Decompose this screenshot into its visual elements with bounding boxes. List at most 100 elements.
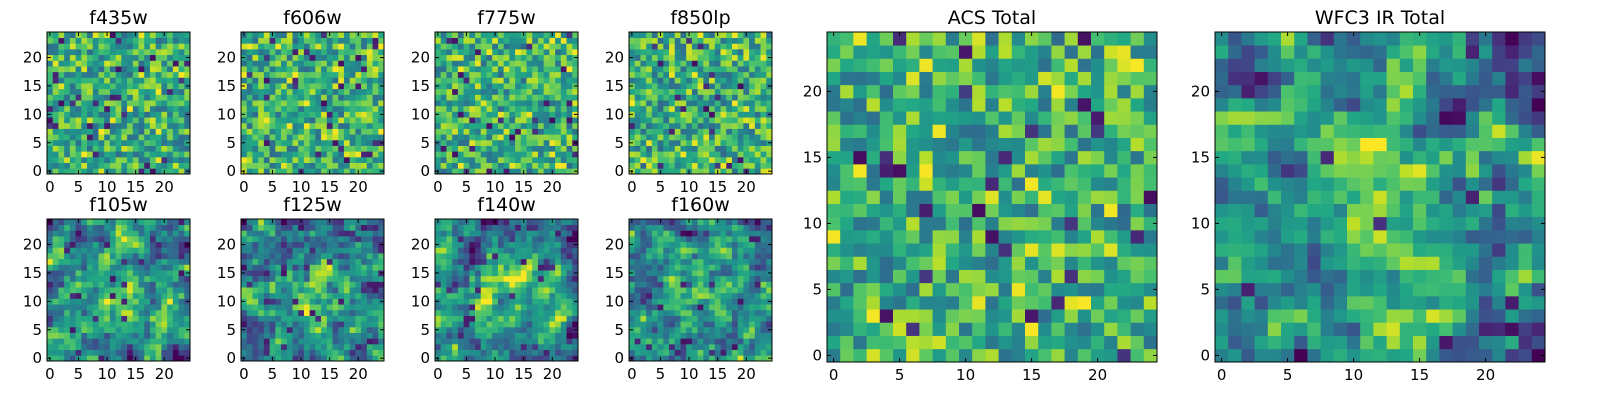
heatmap-cell bbox=[737, 151, 744, 158]
heatmap-cell bbox=[503, 168, 510, 175]
heatmap-cell bbox=[184, 304, 191, 311]
heatmap-cell bbox=[92, 298, 99, 305]
heatmap-cell bbox=[149, 105, 157, 112]
heatmap-cell bbox=[520, 258, 527, 265]
heatmap-cell bbox=[566, 168, 573, 175]
heatmap-cell bbox=[686, 134, 693, 141]
heatmap-cell bbox=[737, 315, 744, 322]
heatmap-cell bbox=[503, 122, 510, 129]
heatmap-cell bbox=[138, 292, 145, 299]
heatmap-cell bbox=[480, 338, 487, 345]
heatmap-cell bbox=[281, 32, 288, 39]
heatmap-cell bbox=[349, 37, 356, 44]
heatmap-cell bbox=[674, 49, 681, 56]
heatmap-cell bbox=[246, 43, 253, 50]
heatmap-cell bbox=[366, 309, 373, 316]
heatmap-cell bbox=[766, 105, 773, 112]
heatmap-cell bbox=[58, 298, 65, 305]
heatmap-cell bbox=[674, 298, 681, 305]
heatmap-cell bbox=[149, 122, 157, 129]
heatmap-cell bbox=[321, 219, 328, 226]
heatmap-cell bbox=[378, 71, 385, 78]
heatmap-cell bbox=[497, 43, 504, 50]
heatmap-cell bbox=[92, 230, 99, 237]
heatmap-cell bbox=[737, 162, 744, 169]
heatmap-cell bbox=[155, 275, 162, 282]
heatmap-cell bbox=[115, 122, 122, 129]
heatmap-cell bbox=[480, 105, 487, 112]
heatmap-cell bbox=[486, 355, 493, 362]
heatmap-cell bbox=[555, 264, 562, 271]
heatmap-cell bbox=[263, 264, 270, 271]
heatmap-cell bbox=[109, 332, 116, 339]
heatmap-cell bbox=[463, 241, 470, 248]
heatmap-cell bbox=[349, 332, 356, 339]
heatmap-cell bbox=[680, 83, 687, 90]
heatmap-cell bbox=[184, 309, 191, 316]
heatmap-cell bbox=[749, 343, 756, 350]
heatmap-cell bbox=[286, 71, 293, 78]
heatmap-cell bbox=[497, 105, 504, 112]
heatmap-cell bbox=[292, 253, 299, 260]
heatmap-cell bbox=[98, 275, 105, 282]
heatmap-cell bbox=[657, 343, 664, 350]
heatmap-cell bbox=[486, 151, 493, 158]
heatmap-cell bbox=[64, 253, 71, 260]
heatmap-cell bbox=[709, 151, 716, 158]
heatmap-cell bbox=[58, 117, 65, 124]
heatmap-cells bbox=[241, 32, 385, 175]
heatmap-cell bbox=[492, 338, 499, 345]
heatmap-cell bbox=[537, 37, 545, 44]
heatmap-cell bbox=[115, 168, 122, 175]
heatmap-cell bbox=[138, 145, 145, 152]
heatmap-cell bbox=[463, 156, 470, 163]
heatmap-cell bbox=[315, 105, 322, 112]
heatmap-cell bbox=[161, 321, 168, 328]
heatmap-cell bbox=[246, 134, 253, 141]
heatmap-cell bbox=[161, 241, 168, 248]
heatmap-cell bbox=[98, 343, 105, 350]
heatmap-cell bbox=[109, 156, 116, 163]
heatmap-cell bbox=[463, 338, 470, 345]
heatmap-cell bbox=[486, 162, 493, 169]
heatmap-cell bbox=[497, 230, 504, 237]
heatmap-cell bbox=[543, 134, 550, 141]
heatmap-cell bbox=[155, 128, 162, 135]
heatmap-cell bbox=[378, 332, 385, 339]
heatmap-cell bbox=[754, 83, 761, 90]
heatmap-cell bbox=[480, 287, 487, 294]
heatmap-cell bbox=[69, 236, 76, 243]
heatmap-cell bbox=[69, 321, 76, 328]
heatmap-cell bbox=[258, 247, 265, 254]
heatmap-cell bbox=[686, 94, 693, 101]
heatmap-cell bbox=[309, 230, 316, 237]
heatmap-cell bbox=[726, 332, 733, 339]
heatmap-cell bbox=[680, 287, 687, 294]
heatmap-cell bbox=[104, 275, 111, 282]
heatmap-cell bbox=[178, 145, 185, 152]
heatmap-cell bbox=[149, 139, 157, 146]
y-tick-label: 0 bbox=[420, 349, 430, 367]
heatmap-cell bbox=[526, 88, 533, 95]
heatmap-cell bbox=[526, 298, 533, 305]
heatmap-cell bbox=[69, 298, 76, 305]
heatmap-cell bbox=[663, 309, 670, 316]
heatmap-cell bbox=[109, 145, 116, 152]
heatmap-cell bbox=[686, 100, 693, 107]
heatmap-cell bbox=[463, 304, 470, 311]
heatmap-cell bbox=[178, 321, 185, 328]
heatmap-cell bbox=[246, 32, 253, 39]
heatmap-cell bbox=[714, 77, 721, 84]
heatmap-cell bbox=[457, 326, 464, 333]
heatmap-cell bbox=[92, 343, 99, 350]
heatmap-cell bbox=[343, 145, 351, 152]
heatmap-cell bbox=[172, 321, 179, 328]
heatmap-cell bbox=[640, 326, 647, 333]
heatmap-cell bbox=[241, 349, 248, 356]
heatmap-cell bbox=[714, 88, 721, 95]
heatmap-cell bbox=[252, 224, 259, 231]
heatmap-cell bbox=[149, 224, 157, 231]
heatmap-cell bbox=[167, 281, 174, 288]
heatmap-cell bbox=[760, 111, 767, 118]
heatmap-cell bbox=[326, 71, 333, 78]
